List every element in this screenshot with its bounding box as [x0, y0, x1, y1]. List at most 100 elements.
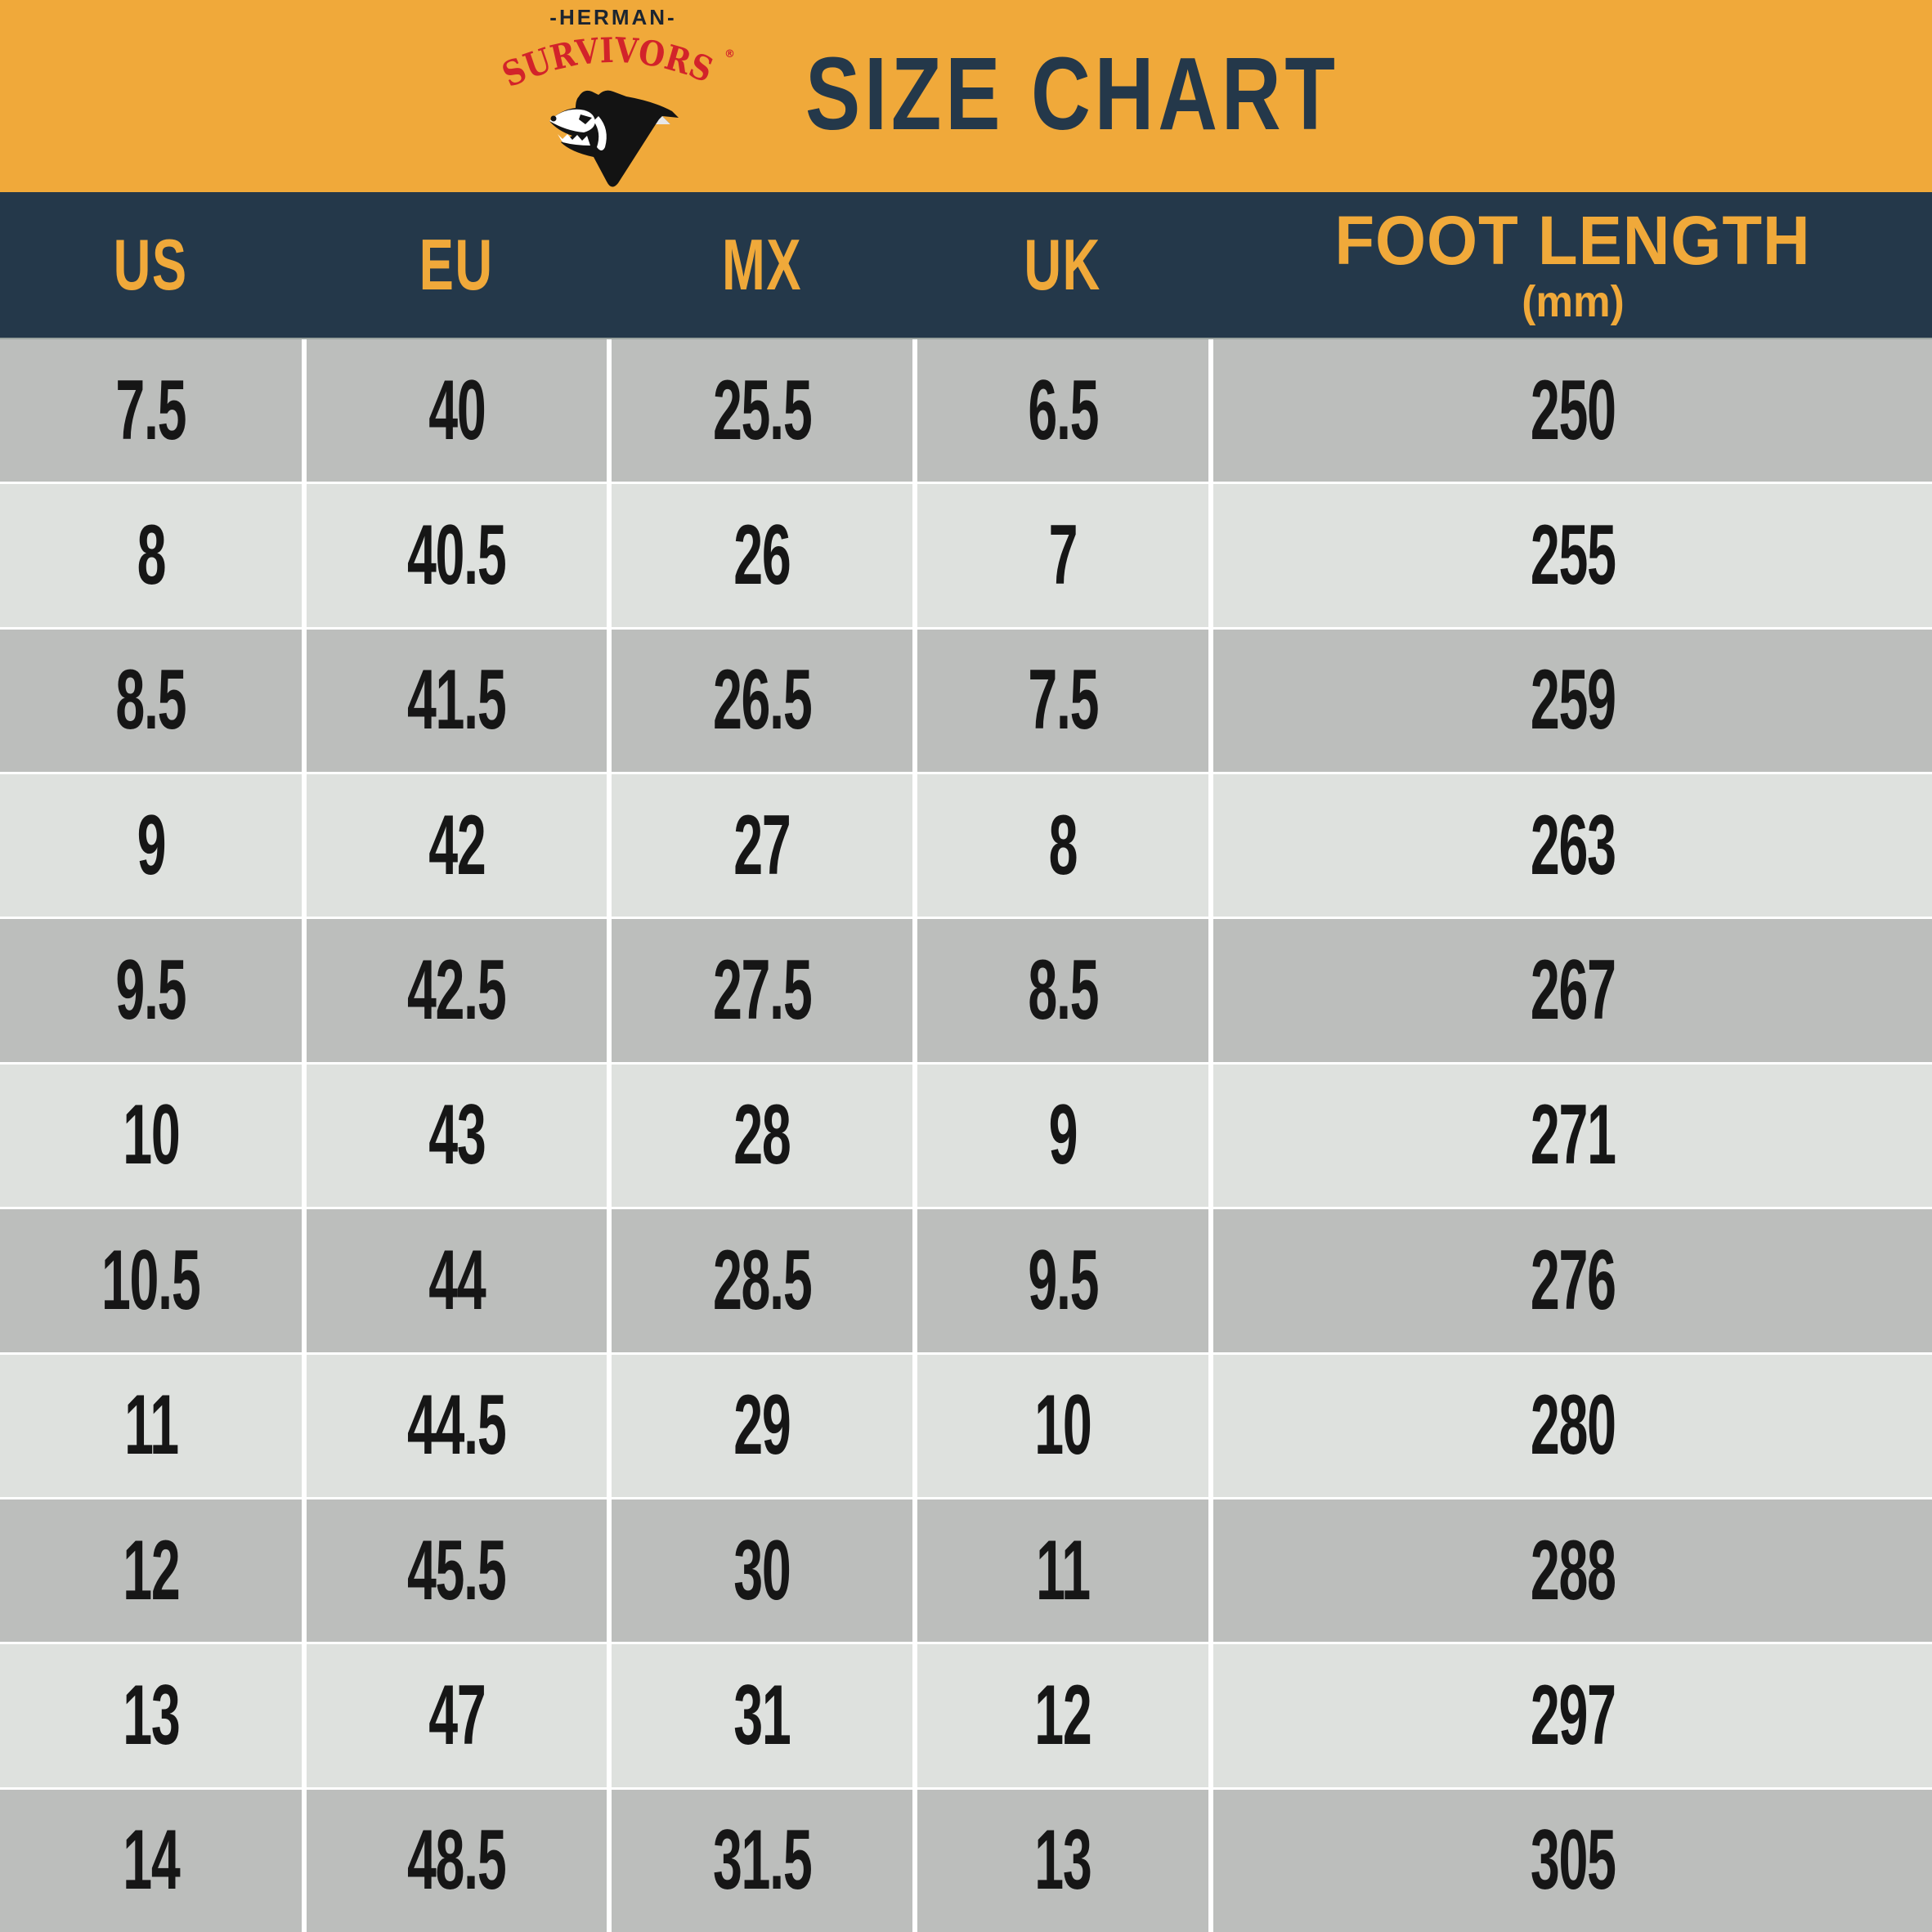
table-cell: 255 [1213, 484, 1932, 627]
cell-value: 25.5 [712, 362, 813, 458]
cell-value: 11 [123, 1378, 179, 1473]
column-header-label: MX [722, 224, 802, 305]
cell-value: 297 [1530, 1667, 1616, 1763]
cell-value: 288 [1530, 1522, 1616, 1618]
cell-value: 42 [428, 797, 486, 893]
table-header-row: US EU MX UK FOOT LENGTH (mm) [0, 192, 1932, 338]
table-cell: 14 [0, 1789, 302, 1932]
cell-value: 7.5 [115, 362, 187, 458]
cell-value: 41.5 [407, 652, 507, 748]
cell-value: 8 [137, 508, 166, 603]
cell-value: 30 [733, 1522, 791, 1618]
table-row: 13 47 31 12 297 [0, 1644, 1932, 1787]
table-row: 14 48.5 31.5 13 305 [0, 1789, 1932, 1932]
foot-length-unit: (mm) [1521, 277, 1625, 326]
table-cell: 40 [307, 339, 607, 482]
table-cell: 280 [1213, 1354, 1932, 1497]
table-cell: 10 [0, 1064, 302, 1208]
table-cell: 9.5 [0, 919, 302, 1062]
table-cell: 13 [0, 1644, 302, 1787]
cell-value: 8 [1048, 797, 1078, 893]
table-cell: 12 [0, 1499, 302, 1643]
table-cell: 250 [1213, 339, 1932, 482]
column-header-label: EU [419, 224, 494, 305]
table-cell: 26.5 [612, 629, 912, 773]
cell-value: 8.5 [1028, 943, 1099, 1038]
brand-arc: SURVIVORS ® [496, 31, 735, 95]
foot-length-label: FOOT LENGTH [1334, 202, 1811, 279]
cell-value: 12 [122, 1522, 180, 1618]
table-cell: 44.5 [307, 1354, 607, 1497]
table-cell: 27 [612, 774, 912, 917]
cell-value: 7 [1048, 508, 1078, 603]
table-row: 8.5 41.5 26.5 7.5 259 [0, 629, 1932, 773]
brand-name-arc: SURVIVORS [496, 31, 719, 95]
table-cell: 27.5 [612, 919, 912, 1062]
cell-value: 31.5 [712, 1813, 813, 1908]
table-cell: 7 [917, 484, 1208, 627]
cell-value: 31 [733, 1667, 791, 1763]
cell-value: 9 [1048, 1087, 1078, 1183]
cell-value: 263 [1530, 797, 1616, 893]
cell-value: 255 [1530, 508, 1616, 603]
table-cell: 6.5 [917, 339, 1208, 482]
brand-name-top: -HERMAN- [549, 5, 677, 29]
table-cell: 45.5 [307, 1499, 607, 1643]
bear-logo-icon [549, 90, 679, 187]
cell-value: 276 [1530, 1232, 1616, 1328]
table-cell: 8 [917, 774, 1208, 917]
table-cell: 47 [307, 1644, 607, 1787]
cell-value: 12 [1034, 1667, 1092, 1763]
table-cell: 8.5 [0, 629, 302, 773]
cell-value: 9.5 [115, 943, 187, 1038]
table-cell: 271 [1213, 1064, 1932, 1208]
cell-value: 45.5 [407, 1522, 507, 1618]
cell-value: 10 [122, 1087, 180, 1183]
cell-value: 47 [428, 1667, 486, 1763]
cell-value: 8.5 [115, 652, 187, 748]
table-row: 10 43 28 9 271 [0, 1064, 1932, 1208]
table-cell: 267 [1213, 919, 1932, 1062]
cell-value: 9 [137, 797, 166, 893]
brand-logo: -HERMAN- SURVIVORS ® [368, 5, 858, 188]
table-cell: 28.5 [612, 1209, 912, 1352]
cell-value: 44 [428, 1232, 486, 1328]
cell-value: 9.5 [1028, 1232, 1099, 1328]
cell-value: 267 [1530, 943, 1616, 1038]
table-cell: 13 [917, 1789, 1208, 1932]
table-row: 12 45.5 30 11 288 [0, 1499, 1932, 1643]
cell-value: 271 [1530, 1087, 1616, 1183]
column-header-eu: EU [307, 192, 607, 338]
cell-value: 11 [1036, 1522, 1091, 1618]
table-cell: 42.5 [307, 919, 607, 1062]
table-cell: 276 [1213, 1209, 1932, 1352]
table-cell: 8.5 [917, 919, 1208, 1062]
table-cell: 29 [612, 1354, 912, 1497]
table-cell: 12 [917, 1644, 1208, 1787]
cell-value: 29 [733, 1378, 791, 1473]
table-cell: 10.5 [0, 1209, 302, 1352]
table-cell: 263 [1213, 774, 1932, 917]
table-cell: 41.5 [307, 629, 607, 773]
table-cell: 48.5 [307, 1789, 607, 1932]
cell-value: 13 [1034, 1813, 1092, 1908]
cell-value: 28.5 [712, 1232, 813, 1328]
table-cell: 44 [307, 1209, 607, 1352]
cell-value: 48.5 [407, 1813, 507, 1908]
table-cell: 7.5 [0, 339, 302, 482]
table-cell: 297 [1213, 1644, 1932, 1787]
header-band: -HERMAN- SURVIVORS ® SIZE CHART [0, 0, 1932, 194]
column-header-foot-length: FOOT LENGTH (mm) [1213, 192, 1932, 338]
cell-value: 44.5 [407, 1378, 507, 1473]
registered-mark: ® [724, 48, 735, 61]
table-cell: 8 [0, 484, 302, 627]
table-row: 8 40.5 26 7 255 [0, 484, 1932, 627]
cell-value: 42.5 [407, 943, 507, 1038]
size-table-body: 7.5 40 25.5 6.5 250 8 40.5 26 7 255 8.5 41.5 26.5 7.5… [0, 338, 1932, 1932]
cell-value: 43 [428, 1087, 486, 1183]
column-header-us: US [0, 192, 302, 338]
cell-value: 10.5 [101, 1232, 201, 1328]
table-cell: 288 [1213, 1499, 1932, 1643]
cell-value: 259 [1530, 652, 1616, 748]
